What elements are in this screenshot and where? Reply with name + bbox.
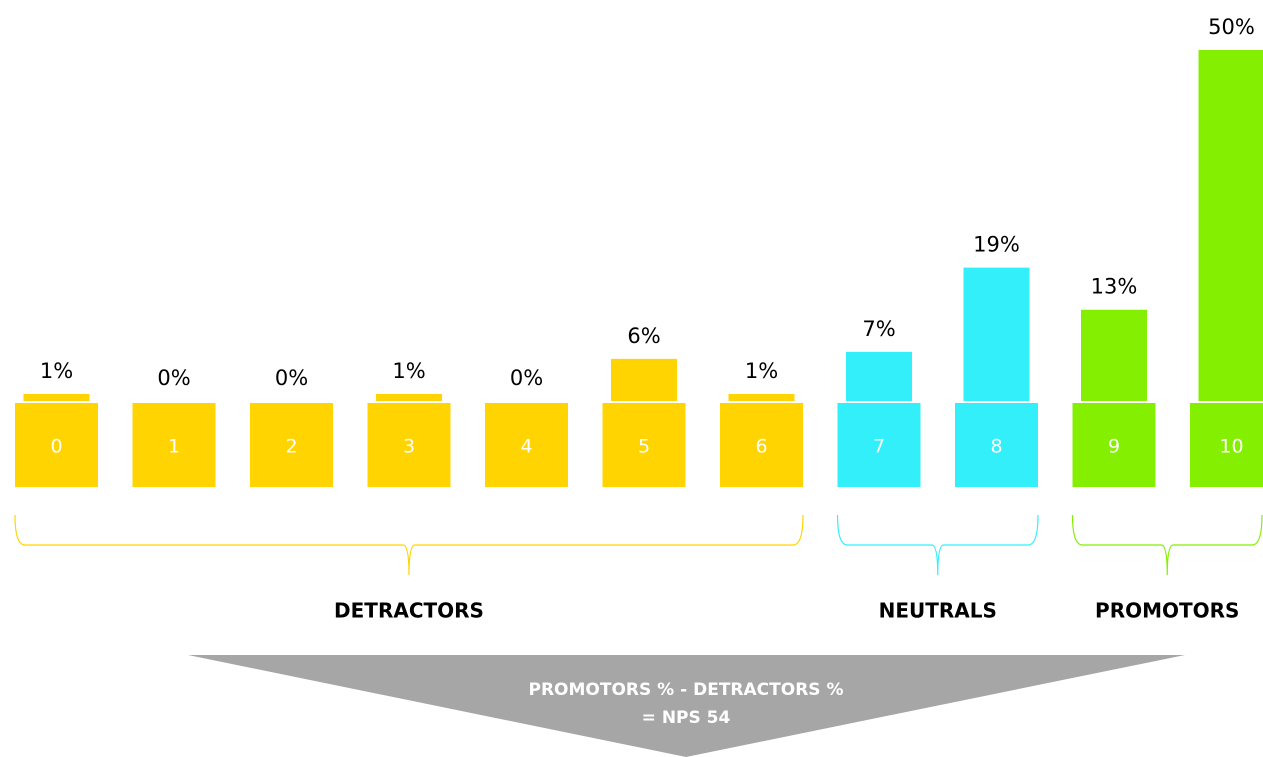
value-label: 0% (275, 366, 308, 390)
category-label: 5 (638, 436, 650, 458)
bar (1081, 309, 1147, 401)
value-label: 13% (1091, 275, 1138, 299)
formula-text: PROMOTORS % - DETRACTORS % (529, 680, 844, 700)
category-box (1072, 403, 1156, 487)
category-label: 7 (873, 436, 885, 458)
category-label: 9 (1108, 436, 1120, 458)
bar (611, 358, 677, 401)
bar (728, 393, 795, 401)
value-label: 50% (1208, 15, 1255, 39)
value-label: 0% (157, 366, 190, 390)
category-label: 1 (168, 436, 180, 458)
group-brace (836, 514, 1039, 576)
bar (963, 267, 1030, 401)
value-label: 7% (862, 317, 895, 341)
formula-result: = NPS 54 (642, 708, 731, 728)
category-label: 0 (50, 436, 62, 458)
category-box (15, 403, 98, 487)
group-label: DETRACTORS (334, 599, 484, 623)
value-label: 1% (745, 359, 778, 383)
category-box (250, 403, 333, 487)
category-label: 2 (285, 436, 297, 458)
category-label: 8 (990, 436, 1002, 458)
bar (1198, 50, 1263, 401)
category-box (1190, 403, 1263, 487)
value-label: 0% (510, 366, 543, 390)
category-label: 3 (403, 436, 415, 458)
bar (376, 393, 442, 401)
group-brace (1071, 514, 1263, 576)
group-label: NEUTRALS (879, 599, 997, 623)
category-label: 6 (755, 436, 767, 458)
category-box (132, 403, 216, 487)
category-box (602, 403, 686, 487)
value-label: 1% (40, 359, 73, 383)
category-box (720, 403, 803, 487)
group-label: PROMOTORS (1095, 599, 1239, 623)
category-box (367, 403, 451, 487)
formula-arrow (188, 655, 1185, 757)
value-label: 1% (392, 359, 425, 383)
category-box (837, 403, 921, 487)
value-label: 6% (627, 324, 660, 348)
group-brace (14, 514, 804, 576)
category-label: 4 (520, 436, 532, 458)
category-box (955, 403, 1038, 487)
bar (23, 393, 90, 401)
value-label: 19% (973, 233, 1020, 257)
bar (846, 351, 912, 401)
category-label: 10 (1219, 436, 1243, 458)
category-box (485, 403, 568, 487)
